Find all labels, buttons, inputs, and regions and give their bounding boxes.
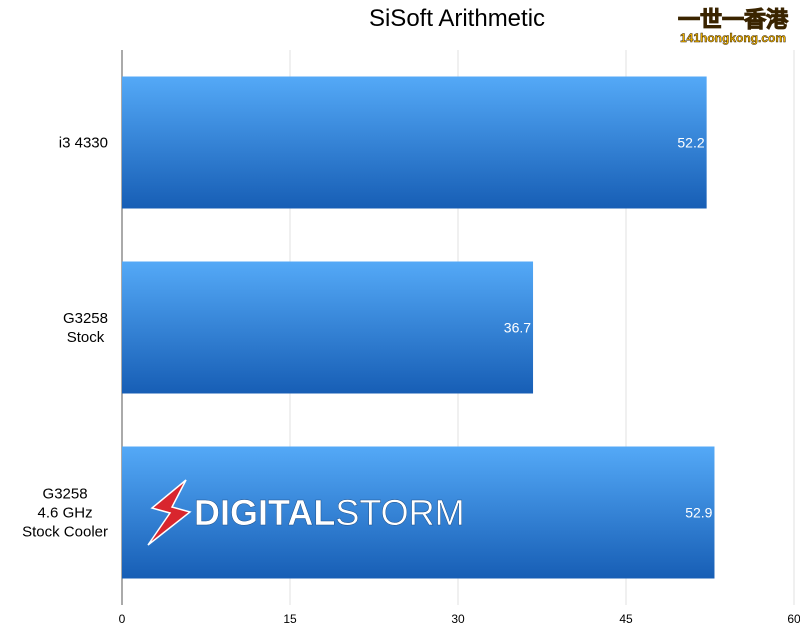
y-tick-line: i3 4330 [59, 135, 108, 152]
x-tick-label: 30 [451, 612, 465, 626]
x-tick-label: 45 [619, 612, 633, 626]
bar [122, 446, 715, 579]
y-tick-label: G3258 4.6 GHz Stock Cooler [22, 486, 108, 541]
y-tick-label: i3 4330 [59, 135, 108, 152]
chart-title: SiSoft Arithmetic [369, 5, 545, 32]
logo: DIGITALSTORM [147, 479, 465, 546]
logo-bolt [147, 479, 192, 546]
x-tick-label: 15 [283, 612, 297, 626]
x-tick-label: 0 [119, 612, 126, 626]
bar [122, 76, 707, 209]
bar [122, 261, 534, 394]
value-label: 52.2 [677, 135, 704, 151]
y-tick-line: Stock Cooler [22, 524, 108, 541]
y-tick-line: Stock [67, 329, 105, 346]
y-tick-line: 4.6 GHz [38, 505, 93, 522]
watermark-url: 141hongkong.com [680, 31, 786, 45]
y-tick-label: G3258 Stock [63, 310, 108, 346]
logo-bold: DIGITAL [194, 492, 335, 533]
logo-text: DIGITALSTORM [194, 492, 465, 533]
watermark-name: 一世一香港 [678, 7, 789, 32]
watermark: 一世一香港 141hongkong.com [677, 7, 789, 46]
value-label: 36.7 [504, 320, 531, 336]
x-tick-label: 60 [787, 612, 800, 626]
y-tick-line: G3258 [63, 310, 108, 327]
logo-light: STORM [335, 492, 464, 533]
plot-area: 0 15 30 45 60 52.2 i3 4330 36.7 G3258 Stock 52.9 G3… [22, 50, 800, 626]
y-tick-line: G3258 [43, 486, 88, 503]
value-label: 52.9 [685, 505, 712, 521]
